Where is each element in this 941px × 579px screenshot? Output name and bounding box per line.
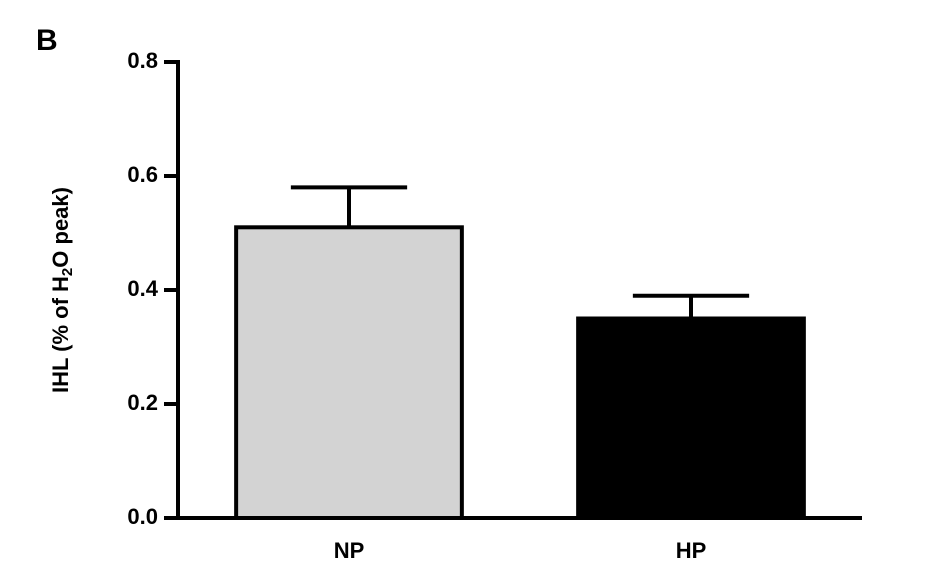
x-tick-label: NP xyxy=(334,538,365,563)
x-tick-label: HP xyxy=(676,538,707,563)
y-label-subscript: 2 xyxy=(59,268,76,276)
bar xyxy=(576,316,806,520)
y-tick-label: 0.6 xyxy=(127,162,158,187)
y-tick-label: 0.8 xyxy=(127,48,158,73)
y-tick-label: 0.2 xyxy=(127,390,158,415)
panel-label: B xyxy=(36,24,58,57)
y-label-part: IHL (% of H xyxy=(48,276,73,393)
y-label-part: O peak) xyxy=(48,187,73,268)
y-tick-label: 0.4 xyxy=(127,276,158,301)
y-axis-label: IHL (% of H2O peak) xyxy=(48,187,76,393)
bar xyxy=(234,225,464,521)
y-tick-label: 0.0 xyxy=(127,504,158,529)
